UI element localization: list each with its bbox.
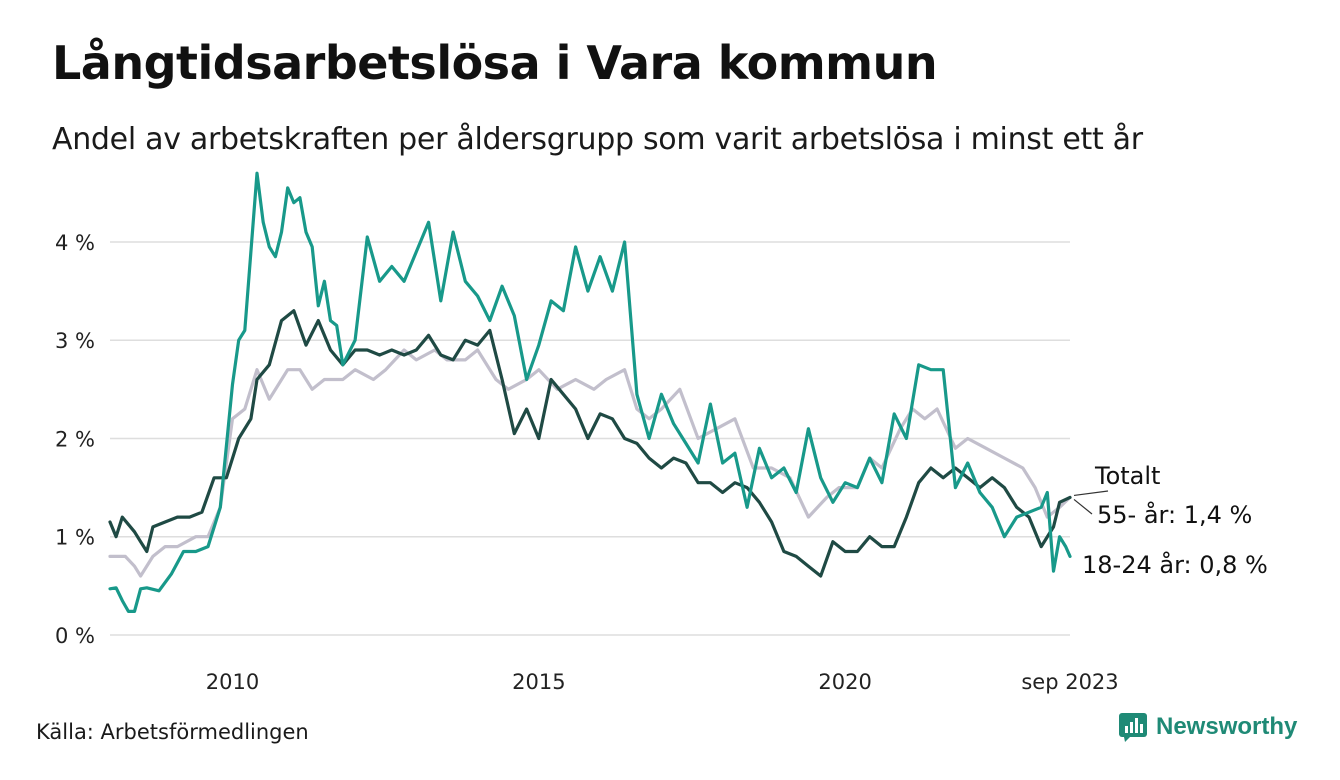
y-tick-label: 1 %	[55, 526, 95, 550]
series-end-label: Totalt	[1094, 462, 1160, 490]
x-tick-label: sep 2023	[1021, 670, 1118, 694]
x-axis: 2010 2015 2020 sep 2023	[206, 670, 1119, 694]
line-chart: 0 % 1 % 2 % 3 % 4 % 2010 2015 2020 sep 2023 Tot…	[55, 171, 1268, 694]
grid-lines	[110, 241, 1070, 636]
y-tick-label: 3 %	[55, 329, 95, 353]
chart-subtitle: Andel av arbetskraften per åldersgrupp s…	[52, 122, 1143, 157]
y-axis: 0 % 1 % 2 % 3 % 4 %	[55, 231, 95, 648]
label-leader-line	[1073, 498, 1093, 515]
label-leader-line	[1073, 490, 1109, 497]
y-tick-label: 2 %	[55, 427, 95, 451]
series-end-label: 55- år: 1,4 %	[1097, 500, 1252, 529]
x-tick-label: 2015	[512, 670, 565, 694]
x-tick-label: 2020	[818, 670, 871, 694]
chart-title: Långtidsarbetslösa i Vara kommun	[52, 36, 938, 90]
y-tick-label: 0 %	[55, 624, 95, 648]
series-lines	[108, 171, 1072, 613]
series-end-label: 18-24 år: 0,8 %	[1082, 550, 1268, 579]
series-line-55-r	[108, 309, 1072, 578]
brand-logo[interactable]: Newsworthy	[1118, 712, 1297, 742]
brand-name: Newsworthy	[1156, 713, 1298, 740]
x-tick-label: 2010	[206, 670, 259, 694]
y-tick-label: 4 %	[55, 231, 95, 255]
series-line-totalt	[108, 348, 1072, 578]
newsworthy-icon	[1119, 713, 1147, 742]
series-line-18-24-r	[108, 171, 1072, 613]
series-labels: Totalt 55- år: 1,4 % 18-24 år: 0,8 %	[1073, 462, 1268, 579]
source-note: Källa: Arbetsförmedlingen	[36, 720, 309, 744]
